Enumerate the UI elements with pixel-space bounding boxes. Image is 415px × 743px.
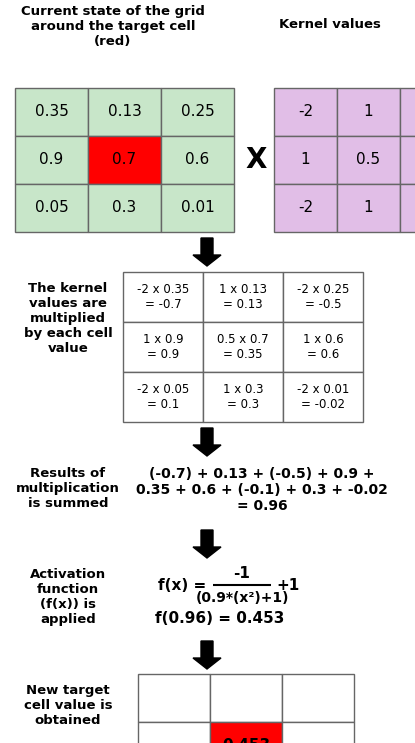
Text: 0.05: 0.05 xyxy=(34,201,68,215)
Text: f(0.96) = 0.453: f(0.96) = 0.453 xyxy=(155,611,285,626)
Bar xyxy=(400,88,415,136)
Text: 0.25: 0.25 xyxy=(181,105,215,120)
Bar xyxy=(210,674,282,722)
Text: (-0.7) + 0.13 + (-0.5) + 0.9 +
0.35 + 0.6 + (-0.1) + 0.3 + -0.02
= 0.96: (-0.7) + 0.13 + (-0.5) + 0.9 + 0.35 + 0.… xyxy=(136,467,388,513)
Bar xyxy=(274,136,337,184)
Polygon shape xyxy=(193,530,221,558)
Bar xyxy=(15,184,88,232)
Text: Kernel values: Kernel values xyxy=(279,18,381,31)
Bar xyxy=(123,372,203,422)
Text: -2 x 0.35
= -0.7: -2 x 0.35 = -0.7 xyxy=(137,283,189,311)
Bar xyxy=(203,372,283,422)
Bar xyxy=(138,674,210,722)
Bar xyxy=(282,674,354,722)
Text: The kernel
values are
multiplied
by each cell
value: The kernel values are multiplied by each… xyxy=(24,282,112,355)
Bar xyxy=(88,136,161,184)
Text: 0.5 x 0.7
= 0.35: 0.5 x 0.7 = 0.35 xyxy=(217,333,269,361)
Bar xyxy=(274,184,337,232)
Text: 1 x 0.9
= 0.9: 1 x 0.9 = 0.9 xyxy=(143,333,183,361)
Text: -2: -2 xyxy=(298,201,313,215)
Text: 0.01: 0.01 xyxy=(181,201,215,215)
Bar xyxy=(161,136,234,184)
Bar xyxy=(337,88,400,136)
Bar xyxy=(203,322,283,372)
Text: -2 x 0.01
= -0.02: -2 x 0.01 = -0.02 xyxy=(297,383,349,411)
Text: Activation
function
(f(x)) is
applied: Activation function (f(x)) is applied xyxy=(30,568,106,626)
Bar xyxy=(161,88,234,136)
Bar xyxy=(88,184,161,232)
Bar xyxy=(15,136,88,184)
Text: 0.35: 0.35 xyxy=(34,105,68,120)
Text: New target
cell value is
obtained: New target cell value is obtained xyxy=(24,684,112,727)
Text: 0.6: 0.6 xyxy=(186,152,210,167)
Bar xyxy=(282,722,354,743)
Text: -2: -2 xyxy=(298,105,313,120)
Text: 1 x 0.3
= 0.3: 1 x 0.3 = 0.3 xyxy=(223,383,263,411)
Text: f(x) =: f(x) = xyxy=(158,577,212,592)
Bar xyxy=(283,372,363,422)
Text: 1 x 0.6
= 0.6: 1 x 0.6 = 0.6 xyxy=(303,333,343,361)
Bar xyxy=(15,88,88,136)
Text: -2 x 0.05
= 0.1: -2 x 0.05 = 0.1 xyxy=(137,383,189,411)
Text: Current state of the grid
around the target cell
(red): Current state of the grid around the tar… xyxy=(21,5,205,48)
Bar xyxy=(400,184,415,232)
Bar xyxy=(123,272,203,322)
Bar xyxy=(400,136,415,184)
Text: 1: 1 xyxy=(364,201,374,215)
Text: 0.3: 0.3 xyxy=(112,201,137,215)
Text: 0.7: 0.7 xyxy=(112,152,137,167)
Bar xyxy=(283,322,363,372)
Text: 0.5: 0.5 xyxy=(356,152,381,167)
Polygon shape xyxy=(193,641,221,669)
Bar xyxy=(88,88,161,136)
Polygon shape xyxy=(193,238,221,266)
Text: 1: 1 xyxy=(364,105,374,120)
Bar xyxy=(210,722,282,743)
Text: 0.13: 0.13 xyxy=(107,105,142,120)
Text: 1: 1 xyxy=(301,152,310,167)
Text: -2 x 0.25
= -0.5: -2 x 0.25 = -0.5 xyxy=(297,283,349,311)
Text: 0.453: 0.453 xyxy=(222,739,270,743)
Bar xyxy=(123,322,203,372)
Bar xyxy=(337,136,400,184)
Text: 0.9: 0.9 xyxy=(39,152,63,167)
Text: 1 x 0.13
= 0.13: 1 x 0.13 = 0.13 xyxy=(219,283,267,311)
Polygon shape xyxy=(193,428,221,456)
Bar xyxy=(274,88,337,136)
Text: X: X xyxy=(245,146,267,174)
Bar xyxy=(138,722,210,743)
Text: +1: +1 xyxy=(276,577,299,592)
Bar xyxy=(161,184,234,232)
Bar xyxy=(337,184,400,232)
Bar xyxy=(203,272,283,322)
Text: Results of
multiplication
is summed: Results of multiplication is summed xyxy=(16,467,120,510)
Text: (0.9*(x²)+1): (0.9*(x²)+1) xyxy=(195,591,289,605)
Bar xyxy=(283,272,363,322)
Text: -1: -1 xyxy=(234,566,250,582)
